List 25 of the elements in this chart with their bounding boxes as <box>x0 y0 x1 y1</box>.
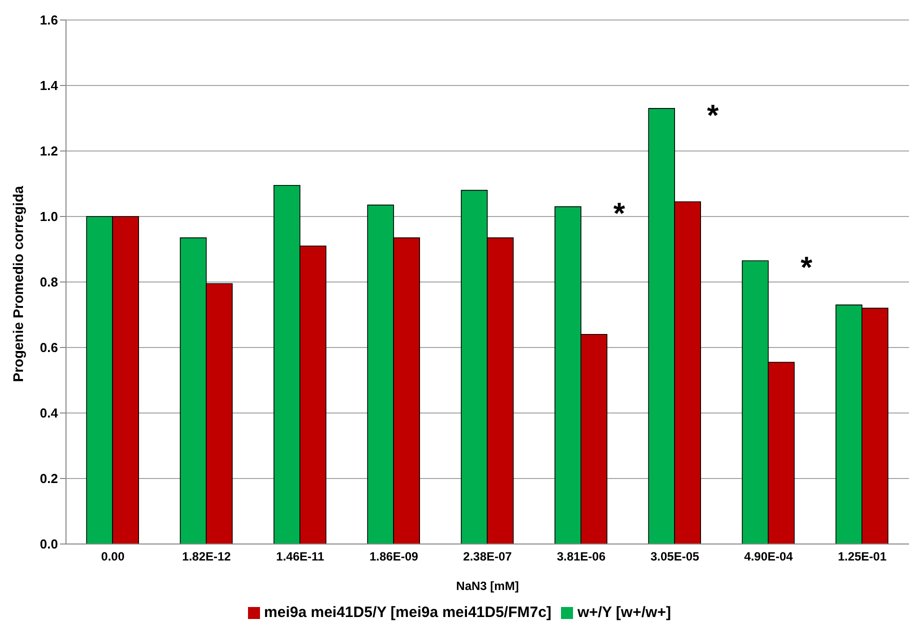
legend-label: w+/Y [w+/w+] <box>577 604 671 621</box>
annotation: * <box>613 198 626 231</box>
annotation: * <box>706 99 719 132</box>
x-tick-label: 1.86E-09 <box>369 550 419 564</box>
x-tick-label: 3.81E-06 <box>556 550 606 564</box>
y-tick-label: 1.0 <box>40 209 58 224</box>
x-tick-label: 3.05E-05 <box>650 550 700 564</box>
y-tick-label: 0.4 <box>40 406 59 421</box>
x-tick-label: 1.82E-12 <box>182 550 232 564</box>
x-tick-label: 2.38E-07 <box>463 550 512 564</box>
y-tick-label: 0.2 <box>40 471 58 486</box>
y-tick-label: 0.0 <box>40 536 58 552</box>
y-tick-label: 0.6 <box>40 340 58 356</box>
y-tick-label: 1.6 <box>40 12 58 28</box>
x-tick-label: 1.25E-01 <box>838 550 887 564</box>
y-tick-label: 1.2 <box>40 144 58 159</box>
y-tick-label: 1.4 <box>40 78 59 94</box>
annotation: * <box>800 252 813 285</box>
y-axis-title: Progenie Promedio corregida <box>10 186 26 382</box>
x-tick-label: 4.90E-04 <box>744 550 794 564</box>
legend-label: mei9a mei41D5/Y [mei9a mei41D5/FM7c] <box>264 604 552 621</box>
x-tick-label: 1.46E-11 <box>276 550 325 564</box>
y-tick-label: 0.8 <box>40 274 58 290</box>
x-tick-label: 0.00 <box>101 550 125 564</box>
x-axis-title: NaN3 [mM] <box>456 579 519 593</box>
